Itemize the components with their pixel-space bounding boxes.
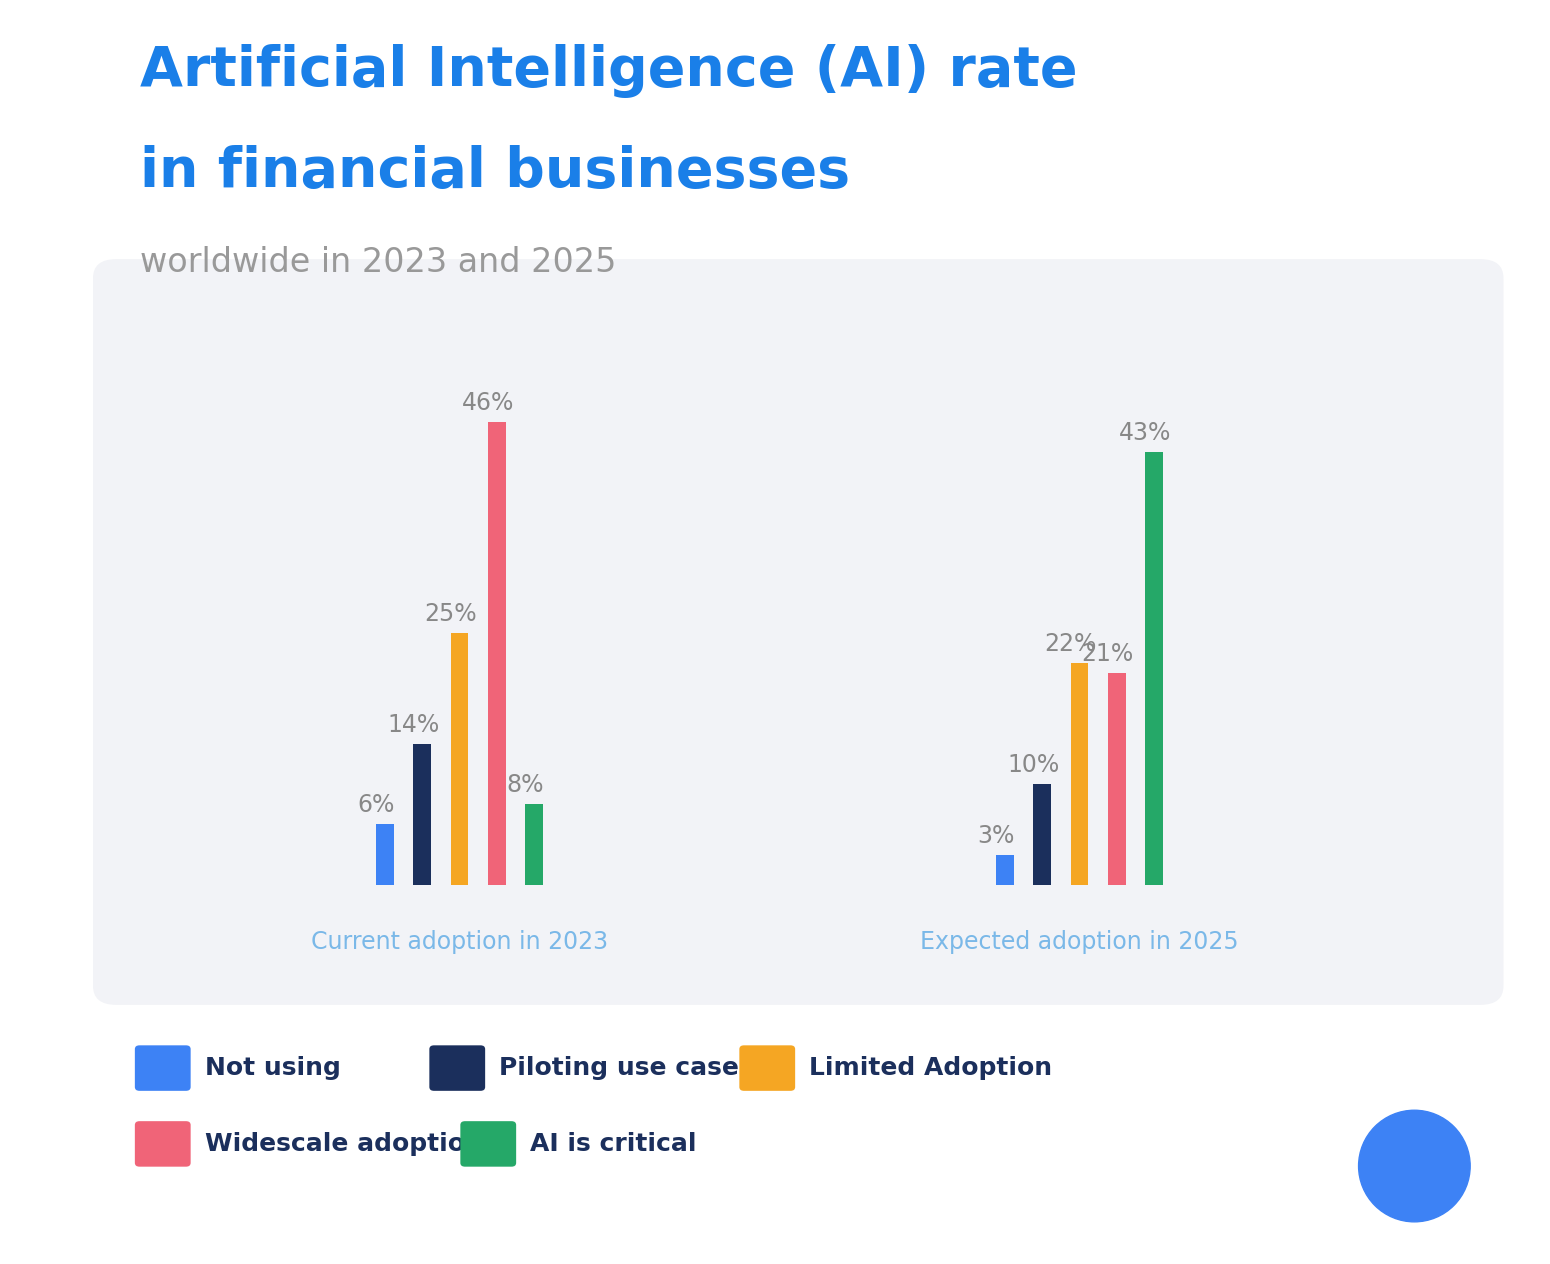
Text: 21%: 21% xyxy=(1082,642,1135,666)
Bar xyxy=(377,824,394,885)
Bar xyxy=(451,633,468,885)
Text: 8%: 8% xyxy=(507,774,544,798)
Text: in financial businesses: in financial businesses xyxy=(140,145,849,200)
Text: Widescale adoption: Widescale adoption xyxy=(205,1133,482,1155)
Text: Not using: Not using xyxy=(205,1057,341,1079)
Text: Current adoption in 2023: Current adoption in 2023 xyxy=(312,930,608,953)
Text: Piloting use cases: Piloting use cases xyxy=(499,1057,753,1079)
Text: Limited Adoption: Limited Adoption xyxy=(809,1057,1052,1079)
Text: 10%: 10% xyxy=(1008,753,1060,777)
Text: 22%: 22% xyxy=(1045,632,1097,656)
Text: 43%: 43% xyxy=(1119,421,1172,445)
Text: Artificial Intelligence (AI) rate: Artificial Intelligence (AI) rate xyxy=(140,44,1077,99)
Text: AI is critical: AI is critical xyxy=(530,1133,696,1155)
Bar xyxy=(1071,664,1088,885)
Text: 6%: 6% xyxy=(358,794,395,818)
Text: 25%: 25% xyxy=(425,602,477,626)
Circle shape xyxy=(1358,1110,1469,1222)
Bar xyxy=(997,854,1014,885)
Bar xyxy=(1034,784,1051,885)
Bar xyxy=(1145,453,1162,885)
Bar xyxy=(414,744,431,885)
Text: 14%: 14% xyxy=(388,713,440,737)
Text: 46%: 46% xyxy=(462,391,515,415)
Text: worldwide in 2023 and 2025: worldwide in 2023 and 2025 xyxy=(140,246,615,279)
Bar xyxy=(525,804,542,885)
Text: 3%: 3% xyxy=(978,824,1015,848)
Bar xyxy=(488,422,505,885)
Text: Expected adoption in 2025: Expected adoption in 2025 xyxy=(921,930,1238,953)
Text: IJ: IJ xyxy=(1404,1152,1424,1181)
Bar xyxy=(1108,674,1125,885)
